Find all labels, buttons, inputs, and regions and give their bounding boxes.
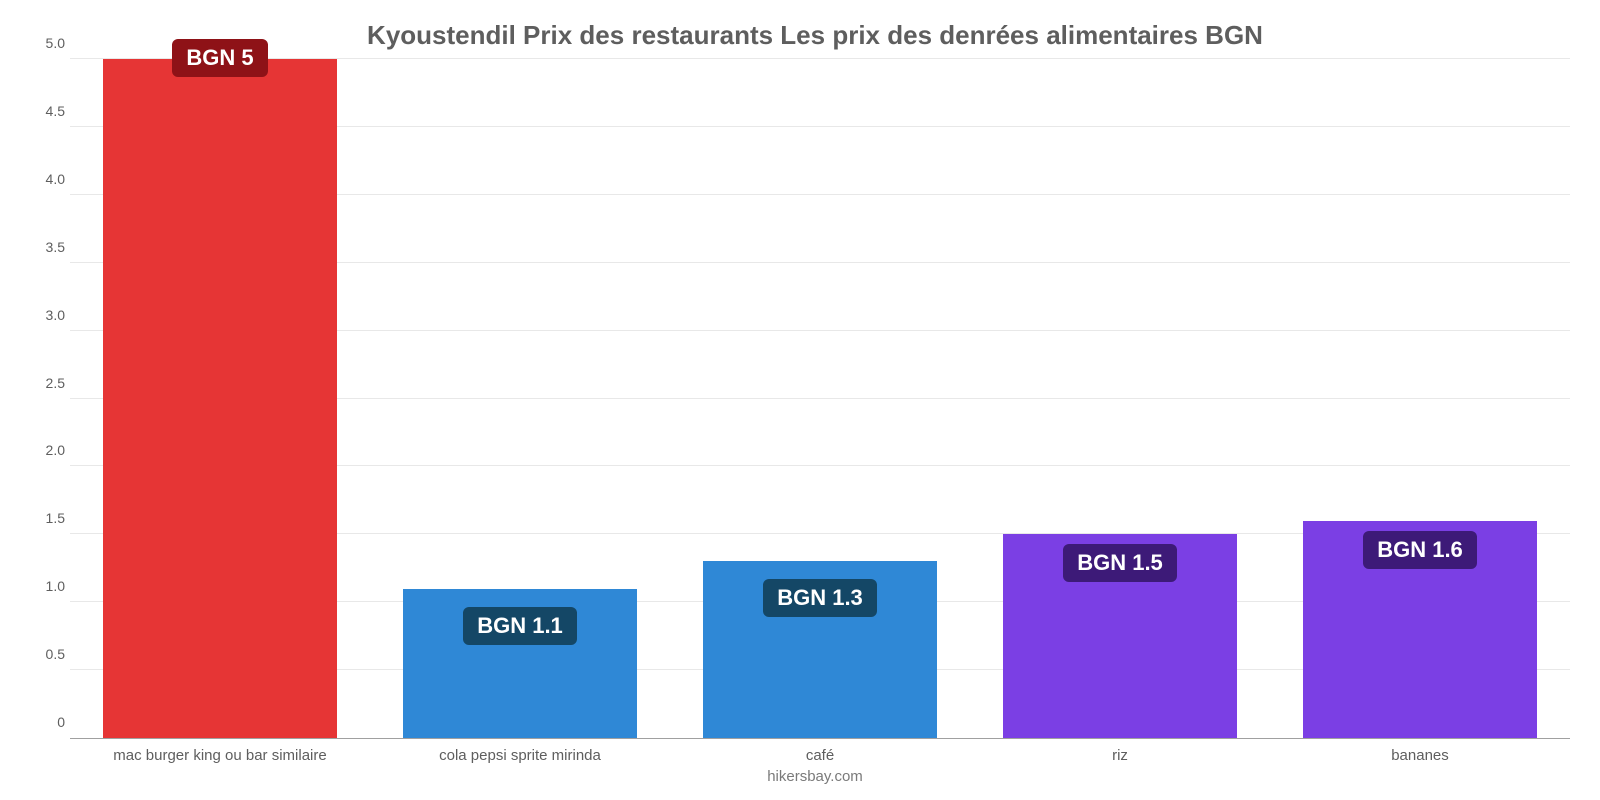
bar-value-label: BGN 1.5 [1063,544,1177,582]
price-chart: Kyoustendil Prix des restaurants Les pri… [0,0,1600,800]
x-tick: mac burger king ou bar similaire [70,739,370,764]
bar-slot: BGN 1.6 [1270,59,1570,738]
x-tick: café [670,739,970,764]
bars-group: BGN 5 BGN 1.1 BGN 1.3 BGN 1.5 BGN 1.6 [70,59,1570,738]
chart-title: Kyoustendil Prix des restaurants Les pri… [60,20,1570,51]
bar: BGN 5 [103,59,337,738]
bar-value-label: BGN 1.1 [463,607,577,645]
bar-value-label: BGN 1.3 [763,579,877,617]
bar: BGN 1.5 [1003,534,1237,738]
x-tick: bananes [1270,739,1570,764]
bar-value-label: BGN 1.6 [1363,531,1477,569]
bar-slot: BGN 1.1 [370,59,670,738]
y-tick: 1.0 [30,578,65,594]
y-tick: 4.5 [30,103,65,119]
plot-area: BGN 5BGN 1.1BGN 1.3BGN 1.5BGN 1.6 00.51.… [70,59,1570,739]
bar-slot: BGN 1.3 [670,59,970,738]
y-tick: 2.0 [30,442,65,458]
y-tick: 1.5 [30,510,65,526]
y-tick: 3.0 [30,307,65,323]
y-tick: 0 [30,714,65,730]
x-tick: cola pepsi sprite mirinda [370,739,670,764]
y-tick: 4.0 [30,171,65,187]
x-axis: mac burger king ou bar similairecola pep… [70,739,1570,764]
y-tick: 3.5 [30,239,65,255]
bar-slot: BGN 1.5 [970,59,1270,738]
bar-slot: BGN 5 [70,59,370,738]
bar: BGN 1.3 [703,561,937,738]
y-tick: 0.5 [30,646,65,662]
x-tick: riz [970,739,1270,764]
bar-value-label: BGN 5 [172,39,267,77]
y-tick: 5.0 [30,35,65,51]
y-tick: 2.5 [30,375,65,391]
bar: BGN 1.1 [403,589,637,738]
bar: BGN 1.6 [1303,521,1537,738]
attribution: hikersbay.com [60,768,1570,785]
